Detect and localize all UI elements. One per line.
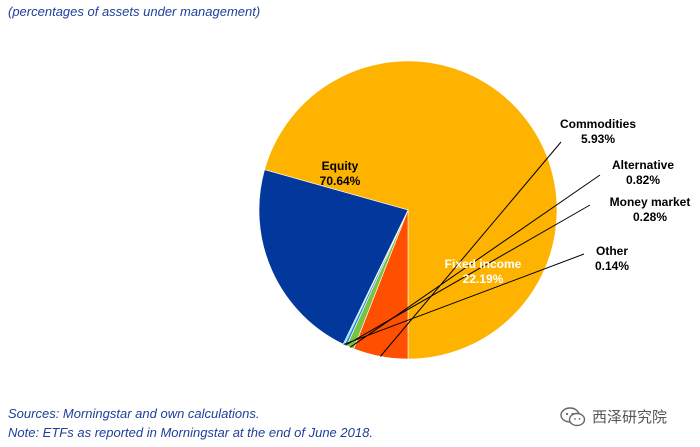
leader-line-other <box>343 253 585 345</box>
wechat-logo-icon <box>560 406 586 426</box>
watermark: 西泽研究院 <box>560 406 667 427</box>
slice-name-commodities: Commodities <box>560 117 636 131</box>
chart-subtitle: (percentages of assets under management) <box>8 4 261 19</box>
watermark-text: 西泽研究院 <box>592 409 668 426</box>
leader-line-money-market <box>345 204 591 346</box>
slice-name-money-market: Money market <box>610 195 691 209</box>
pie-slice-fixed-income <box>258 169 409 345</box>
sources-note: Sources: Morningstar and own calculation… <box>8 406 260 421</box>
slice-name-fixed-income: Fixed income <box>445 257 522 271</box>
label-leader-lines <box>343 141 601 357</box>
slice-name-alternative: Alternative <box>612 158 674 172</box>
etf-note: Note: ETFs as reported in Morningstar at… <box>8 425 373 440</box>
chart-notes: Sources: Morningstar and own calculation… <box>8 404 373 442</box>
pie-slice-equity <box>264 60 558 360</box>
slice-value-alternative: 0.82% <box>626 173 660 187</box>
pie-chart: Equity70.64%Commodities5.93%Alternative0… <box>258 60 691 360</box>
slice-value-fixed-income: 22.19% <box>463 272 504 286</box>
slice-name-equity: Equity <box>322 159 359 173</box>
pie-labels: Equity70.64%Commodities5.93%Alternative0… <box>320 117 691 286</box>
slice-value-commodities: 5.93% <box>581 132 615 146</box>
slice-value-money-market: 0.28% <box>633 210 667 224</box>
slice-value-equity: 70.64% <box>320 174 361 188</box>
leader-line-commodities <box>380 141 562 357</box>
pie-slices <box>258 60 558 360</box>
slice-name-other: Other <box>596 244 628 258</box>
slice-value-other: 0.14% <box>595 259 629 273</box>
